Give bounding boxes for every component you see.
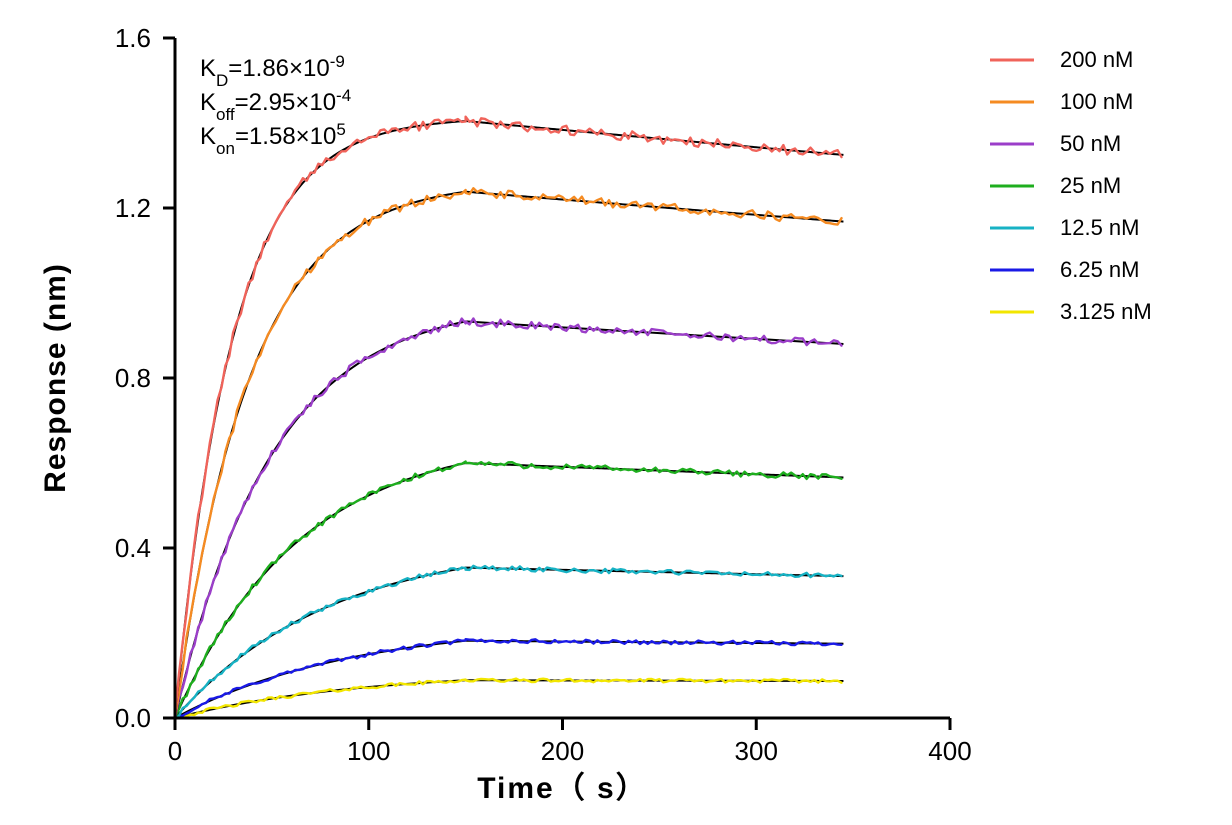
y-tick-label: 0.0 [115,703,151,733]
y-tick-label: 0.4 [115,533,151,563]
y-tick-label: 1.2 [115,193,151,223]
legend-label: 25 nM [1060,173,1121,198]
y-axis-label: Response (nm) [39,263,72,493]
legend-label: 200 nM [1060,47,1133,72]
x-tick-label: 100 [347,736,390,766]
x-tick-label: 200 [541,736,584,766]
legend-label: 6.25 nM [1060,257,1140,282]
x-tick-label: 400 [928,736,971,766]
x-tick-label: 300 [735,736,778,766]
legend-label: 100 nM [1060,89,1133,114]
x-tick-label: 0 [168,736,182,766]
legend-label: 12.5 nM [1060,215,1140,240]
x-axis-label: Time（ s） [477,771,648,805]
binding-kinetics-chart: 0 100 200 300 400 0.0 0.4 0.8 1.2 1.6 Time（ s） Resp… [0,0,1232,825]
y-tick-label: 1.6 [115,23,151,53]
y-tick-label: 0.8 [115,363,151,393]
legend-label: 3.125 nM [1060,299,1152,324]
legend-label: 50 nM [1060,131,1121,156]
